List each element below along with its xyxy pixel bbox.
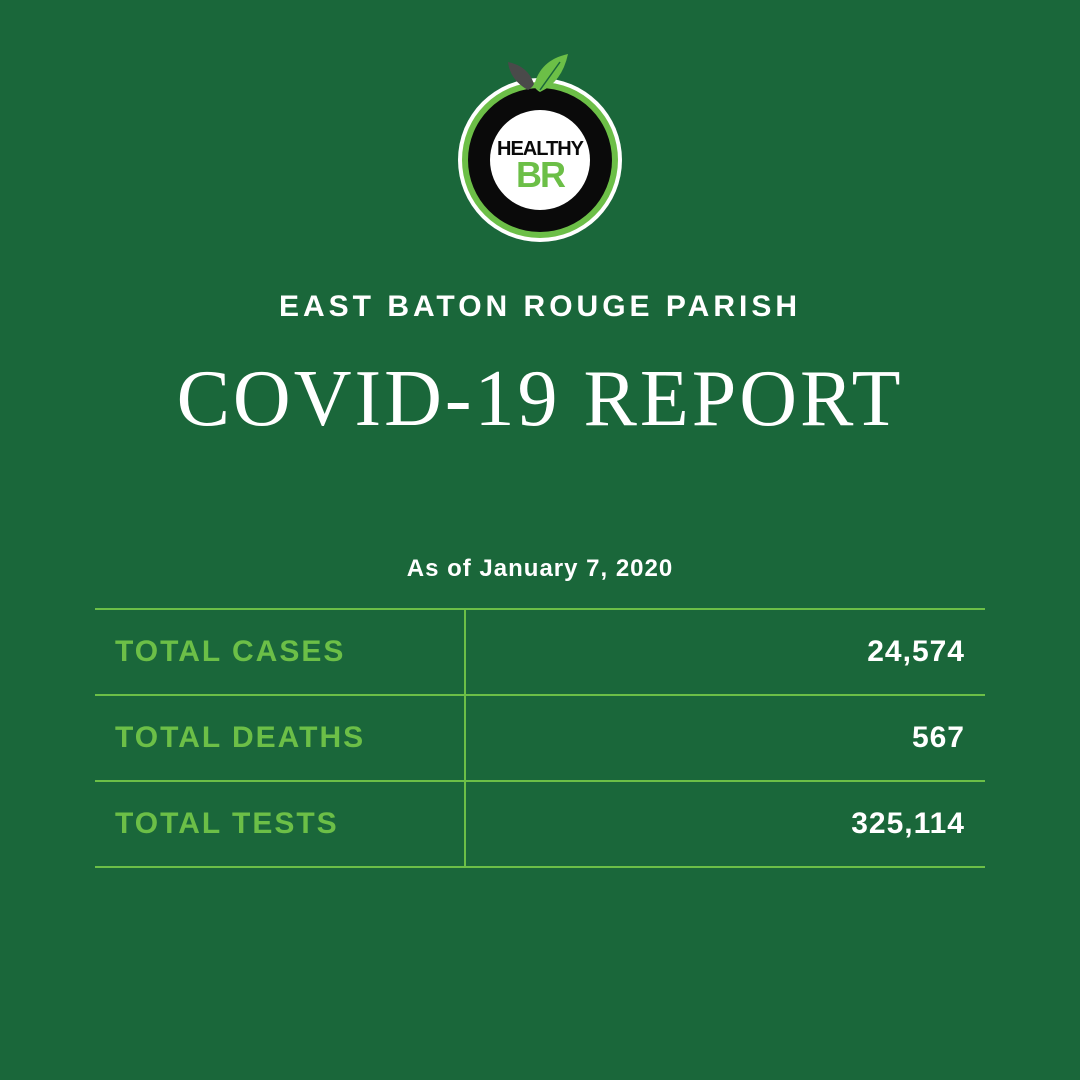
logo-text-br: BR xyxy=(516,154,566,195)
table-row: TOTAL CASES 24,574 xyxy=(95,609,985,695)
healthy-br-logo-icon: BATON ROUGE HEALTHY BR xyxy=(440,50,640,250)
stat-label: TOTAL TESTS xyxy=(95,781,465,867)
page-title: COVID-19 REPORT xyxy=(177,354,904,445)
stat-label: TOTAL DEATHS xyxy=(95,695,465,781)
subtitle: EAST BATON ROUGE PARISH xyxy=(279,290,801,324)
stat-label: TOTAL CASES xyxy=(95,609,465,695)
stat-value: 325,114 xyxy=(465,781,985,867)
stat-value: 24,574 xyxy=(465,609,985,695)
stats-table: TOTAL CASES 24,574 TOTAL DEATHS 567 TOTA… xyxy=(95,608,985,868)
table-row: TOTAL TESTS 325,114 xyxy=(95,781,985,867)
table-row: TOTAL DEATHS 567 xyxy=(95,695,985,781)
logo: BATON ROUGE HEALTHY BR xyxy=(440,50,640,250)
date-label: As of January 7, 2020 xyxy=(407,555,673,583)
stat-value: 567 xyxy=(465,695,985,781)
